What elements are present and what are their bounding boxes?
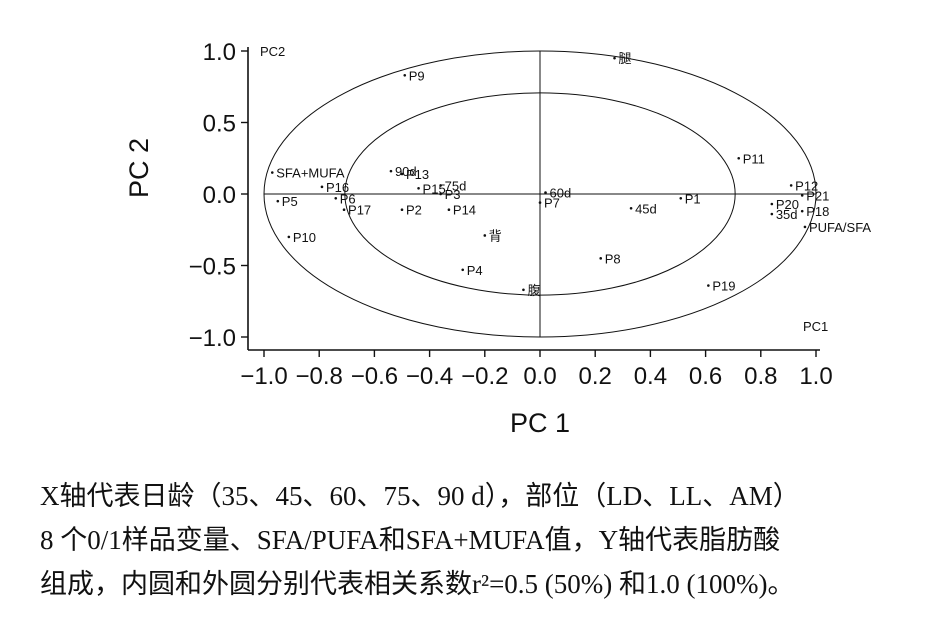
point-label: 60d: [550, 186, 572, 201]
point-label: 腿: [619, 51, 632, 66]
data-point: [770, 202, 774, 206]
point-label: P19: [712, 279, 735, 294]
data-point: [276, 199, 280, 203]
data-point: [389, 169, 393, 173]
caption-line-2: 8 个0/1样品变量、SFA/PUFA和SFA+MUFA值，Y轴代表脂肪酸: [40, 525, 781, 555]
data-point: [270, 171, 274, 174]
x-tick-label: 0.8: [744, 363, 777, 390]
point-label: P4: [467, 263, 483, 278]
point-label: PUFA/SFA: [809, 220, 871, 235]
data-point: [400, 172, 404, 176]
point-label: P18: [806, 204, 829, 219]
point-label: 背: [489, 228, 502, 243]
point-label: SFA+MUFA: [276, 166, 345, 181]
point-label: P14: [453, 203, 476, 218]
data-point: [544, 191, 547, 194]
x-axis-end-label: PC1: [803, 319, 828, 334]
y-tick-label: 0.5: [203, 111, 236, 138]
data-point: [400, 208, 404, 212]
x-tick-label: 0.0: [523, 363, 556, 390]
data-point: [679, 196, 683, 200]
point-label: P1: [685, 191, 701, 206]
point-label: P3: [445, 187, 461, 202]
data-point: [629, 207, 633, 210]
y-tick-label: −0.5: [189, 254, 236, 281]
x-tick-label: −1.0: [240, 363, 287, 390]
data-point: [439, 184, 442, 187]
point-label: P11: [743, 151, 765, 166]
x-tick-label: −0.2: [461, 363, 508, 390]
pca-correlation-plot: −1.0 −0.8 −0.6 −0.4 −0.2 0.0 0.2 0.4 0.6 0.8 1.0 1.…: [124, 39, 871, 438]
point-label: 腹: [527, 283, 540, 298]
x-tick-label: −0.4: [406, 363, 453, 390]
data-point: [342, 208, 346, 212]
data-point: [538, 201, 542, 204]
point-label: P5: [282, 194, 298, 209]
y-tick-label: −1.0: [189, 325, 236, 352]
x-tick-label: 1.0: [799, 363, 832, 390]
point-label: P17: [348, 203, 371, 218]
point-label: P15: [423, 181, 446, 196]
point-label: P8: [605, 251, 621, 266]
data-point: [334, 196, 338, 200]
y-axis-title: PC 2: [124, 138, 154, 198]
y-tick-label: 0.0: [203, 182, 236, 209]
point-label: P2: [406, 203, 422, 218]
axes: −1.0 −0.8 −0.6 −0.4 −0.2 0.0 0.2 0.4 0.6 0.8 1.0 1.…: [189, 39, 833, 390]
data-point: [403, 74, 407, 77]
data-point: [522, 288, 525, 292]
point-label: P21: [806, 188, 829, 203]
inner-circle: [344, 92, 736, 296]
point-label: P16: [326, 180, 349, 195]
data-point: [803, 225, 807, 229]
x-tick-label: −0.8: [296, 363, 343, 390]
x-tick-label: −0.6: [351, 363, 398, 390]
data-point: [599, 257, 603, 260]
x-tick-label: 0.2: [579, 363, 612, 390]
figure-caption: X轴代表日龄（35、45、60、75、90 d），部位（LD、LL、AM） 8 …: [40, 474, 920, 606]
data-point: [770, 212, 774, 216]
data-point: [800, 209, 804, 213]
point-label: P10: [293, 230, 316, 245]
point-label: 45d: [635, 201, 657, 216]
caption-line-1: X轴代表日龄（35、45、60、75、90 d），部位（LD、LL、AM）: [40, 481, 800, 511]
point-label: 90d: [395, 164, 417, 179]
data-point: [287, 235, 291, 239]
point-label: P9: [409, 68, 425, 83]
data-point: [800, 194, 804, 197]
x-tick-label: 0.6: [689, 363, 722, 390]
data-point: [613, 56, 616, 60]
data-point: [483, 234, 487, 237]
point-label: P7: [544, 196, 560, 211]
data-point: [447, 208, 451, 212]
data-point: [789, 184, 793, 187]
data-point: [707, 284, 710, 287]
y-tick-label: 1.0: [203, 39, 236, 66]
x-tick-label: 0.4: [634, 363, 667, 390]
outer-circle: [263, 50, 817, 338]
point-label: 75d: [445, 178, 467, 193]
point-label: P13: [406, 167, 429, 182]
data-point: [461, 268, 465, 272]
x-axis-title: PC 1: [510, 408, 570, 438]
data-point: [320, 185, 324, 189]
point-label: P20: [776, 197, 799, 212]
caption-line-3: 组成，内圆和外圆分别代表相关系数r²=0.5 (50%) 和1.0 (100%)…: [40, 569, 795, 599]
point-label: P6: [340, 191, 356, 206]
data-point: [439, 192, 442, 196]
y-axis-end-label: PC2: [260, 44, 285, 59]
data-point: [737, 156, 741, 160]
correlation-circles: [263, 50, 817, 338]
data-point: [417, 186, 420, 190]
point-label: P12: [795, 178, 818, 193]
point-label: 35d: [776, 207, 798, 222]
